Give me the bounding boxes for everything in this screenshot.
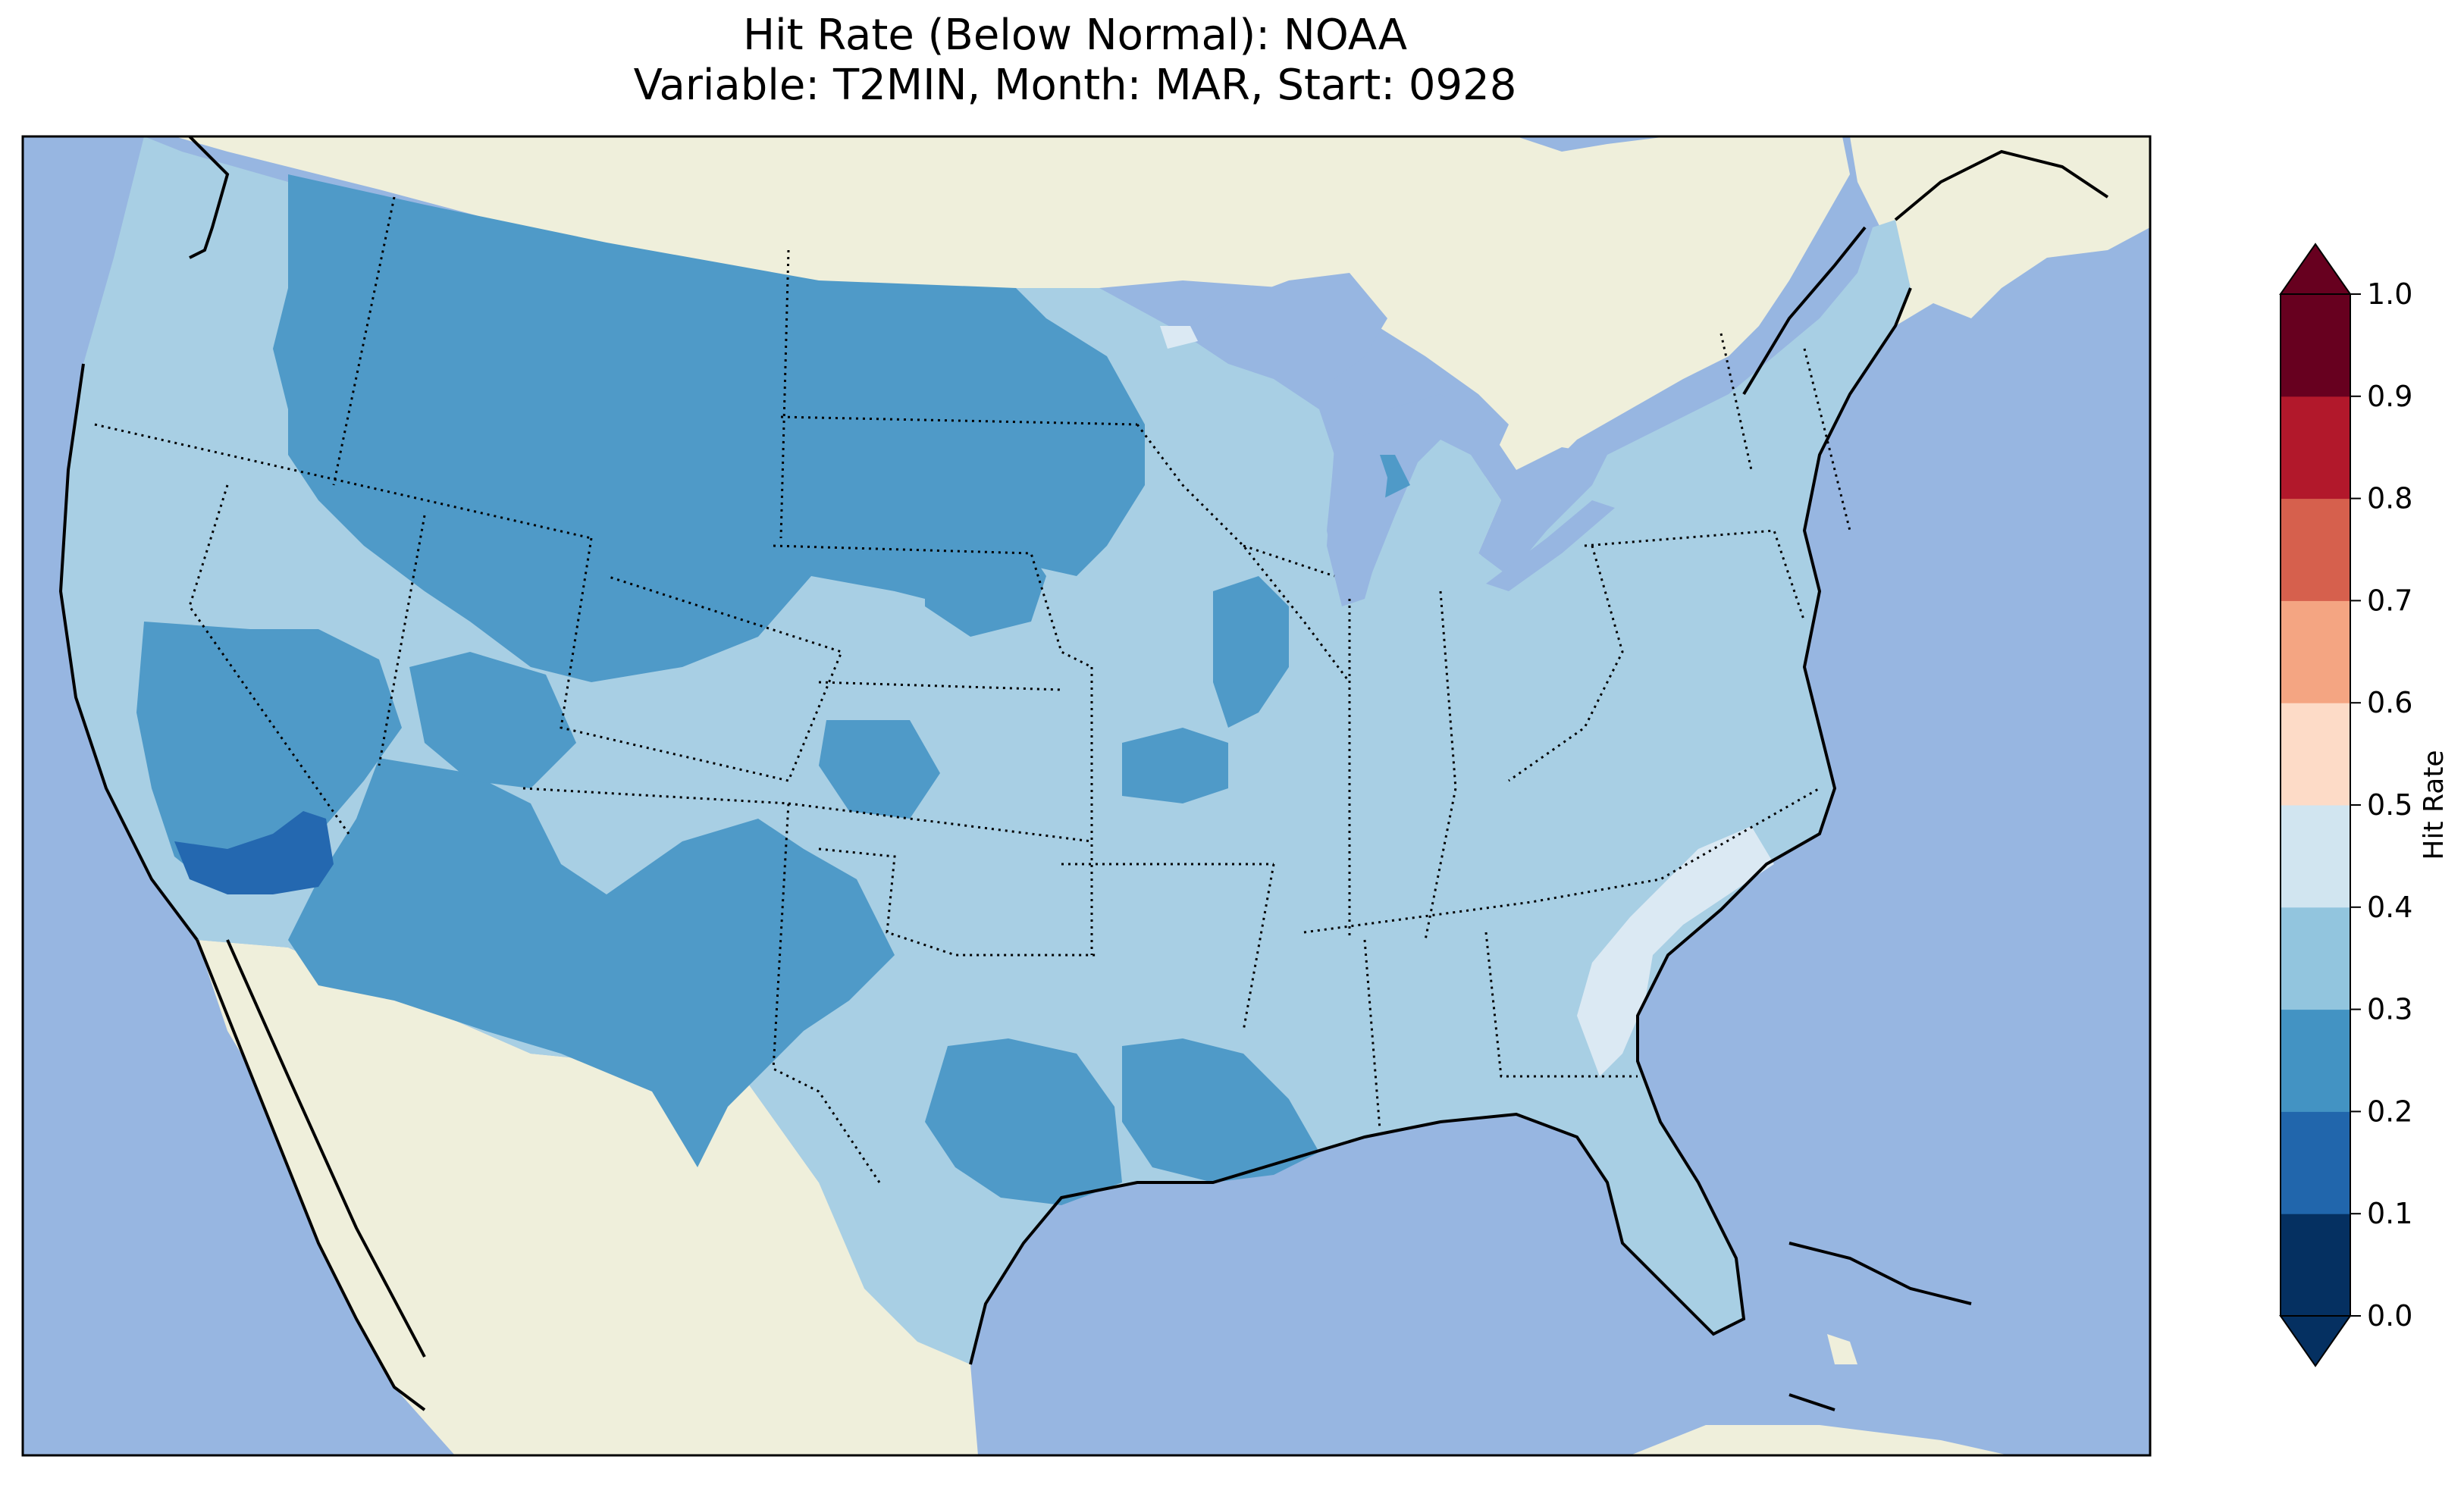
map-title: Hit Rate (Below Normal): NOAA Variable: …	[0, 11, 2150, 111]
baja-land	[227, 940, 425, 1410]
lake-michigan	[1327, 432, 1387, 606]
great-lakes	[1183, 273, 1607, 606]
colorbar-bin-0.2-0.3	[2281, 1009, 2350, 1112]
colorbar-bin-0.4-0.5	[2281, 805, 2350, 908]
hit-rate-0.4-0.5-small	[1160, 326, 1198, 349]
bahamas-land	[1827, 1334, 1857, 1364]
colorbar-bin-0.7-0.8	[2281, 498, 2350, 601]
colorbar-bin-0.0-0.1	[2281, 1214, 2350, 1317]
colorbar-label: Hit Rate	[2419, 750, 2450, 860]
colorbar-tick-label: 0.5	[2367, 788, 2412, 822]
colorbar-bin-0.3-0.4	[2281, 907, 2350, 1010]
colorbar-bin-0.1-0.2	[2281, 1111, 2350, 1214]
colorbar-tick-label: 1.0	[2367, 277, 2412, 311]
colorbar-tick-label: 0.3	[2367, 993, 2412, 1026]
hit-rate-0.1-0.2-region	[174, 811, 334, 894]
lake-erie	[1486, 500, 1615, 591]
colorbar-tick-label: 0.6	[2367, 686, 2412, 719]
colorbar-bin-0.5-0.6	[2281, 703, 2350, 806]
colorbar-tick-label: 0.2	[2367, 1095, 2412, 1128]
map-title-line-2: Variable: T2MIN, Month: MAR, Start: 0928	[633, 61, 1517, 110]
colorbar-tick-label: 0.8	[2367, 482, 2412, 515]
hit-rate-0.4-0.5-region	[1577, 826, 1774, 1076]
maritimes-land	[1850, 136, 2150, 326]
map-frame	[21, 135, 2152, 1457]
colorbar-extend-bottom	[2279, 1315, 2352, 1367]
colorbar-bin-0.6-0.7	[2281, 600, 2350, 703]
colorbar-tick-label: 0.0	[2367, 1299, 2412, 1333]
map-title-line-1: Hit Rate (Below Normal): NOAA	[742, 11, 1408, 60]
hit-rate-0.2-0.3-regions	[136, 174, 1410, 1205]
colorbar-tick-label: 0.1	[2367, 1197, 2412, 1230]
colorbar-extend-top	[2279, 243, 2352, 295]
cuba-land	[1630, 1425, 2009, 1455]
colorbar-bin-0.8-0.9	[2281, 396, 2350, 500]
colorbar-tick-label: 0.9	[2367, 380, 2412, 413]
colorbar-bin-0.9-1.0	[2281, 294, 2350, 397]
coastlines	[58, 136, 2109, 1411]
state-borders	[94, 196, 1851, 1183]
colorbar-tick-label: 0.7	[2367, 584, 2412, 617]
colorbar-tick-label: 0.4	[2367, 891, 2412, 924]
